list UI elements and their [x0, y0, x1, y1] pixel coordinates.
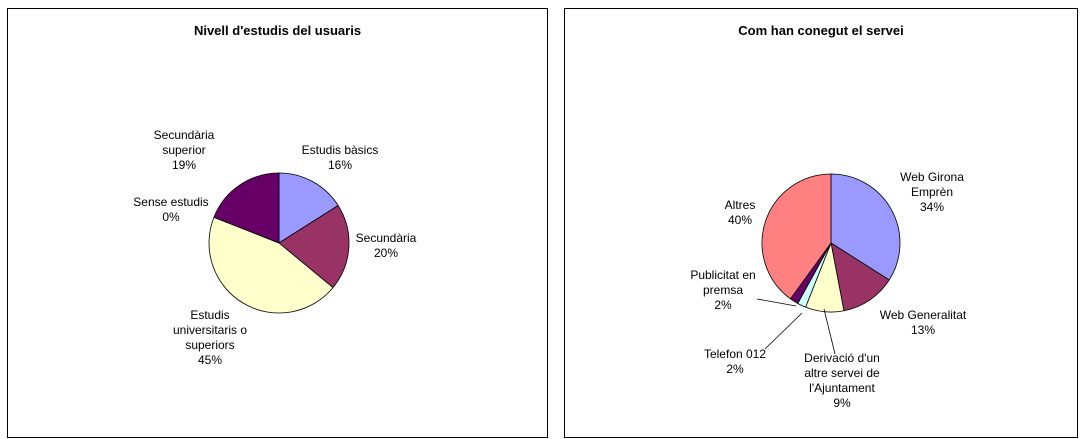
leader-line [764, 312, 803, 350]
leader-line [756, 298, 797, 307]
leader-line [823, 308, 836, 355]
data-label-estudis-basics: Estudis bàsics 16% [302, 143, 379, 172]
data-label-secundaria: Secundària 20% [356, 231, 417, 260]
chart-panel-education: Nivell d'estudis del usuaris Estudis bàs… [7, 8, 548, 438]
slice-estudis-basics [278, 172, 339, 244]
slice-secundaria [278, 204, 350, 289]
slice-web-generalitat [830, 242, 890, 312]
data-label-telefon-012: Telefon 012 2% [704, 347, 766, 376]
data-label-estudis-universitaris-o-superiors: Estudis universitaris o superiors 45% [173, 308, 247, 367]
data-label-derivacio-d-un-altre-servei-de-l-ajuntament: Derivació d'un altre servei de l'Ajuntamen… [804, 351, 880, 410]
data-label-web-generalitat: Web Generalitat 13% [880, 308, 967, 337]
data-label-altres: Altres 40% [725, 198, 756, 227]
slice-altres [761, 173, 832, 300]
data-label-sense-estudis: Sense estudis 0% [133, 195, 208, 224]
data-label-secundaria-superior: Secundària superior 19% [154, 128, 215, 172]
slice-secundaria-superior [213, 172, 280, 244]
chart-title: Nivell d'estudis del usuaris [193, 23, 362, 38]
pie-chart-education: Estudis bàsics 16% Secundària 20% Estudis uni… [133, 128, 417, 367]
chart-panel-source: Com han conegut el servei Web Girona Empr… [564, 8, 1078, 438]
slice-estudis-universitaris-o-superiors [208, 216, 334, 314]
data-label-publicitat-en-premsa: Publicitat en premsa 2% [690, 268, 755, 312]
data-label-web-girona-empren: Web Girona Emprèn 34% [900, 170, 964, 214]
pie-chart-source: Web Girona Emprèn 34% Web Generalitat 13%Der… [690, 170, 967, 410]
chart-title: Com han conegut el servei [738, 23, 904, 38]
